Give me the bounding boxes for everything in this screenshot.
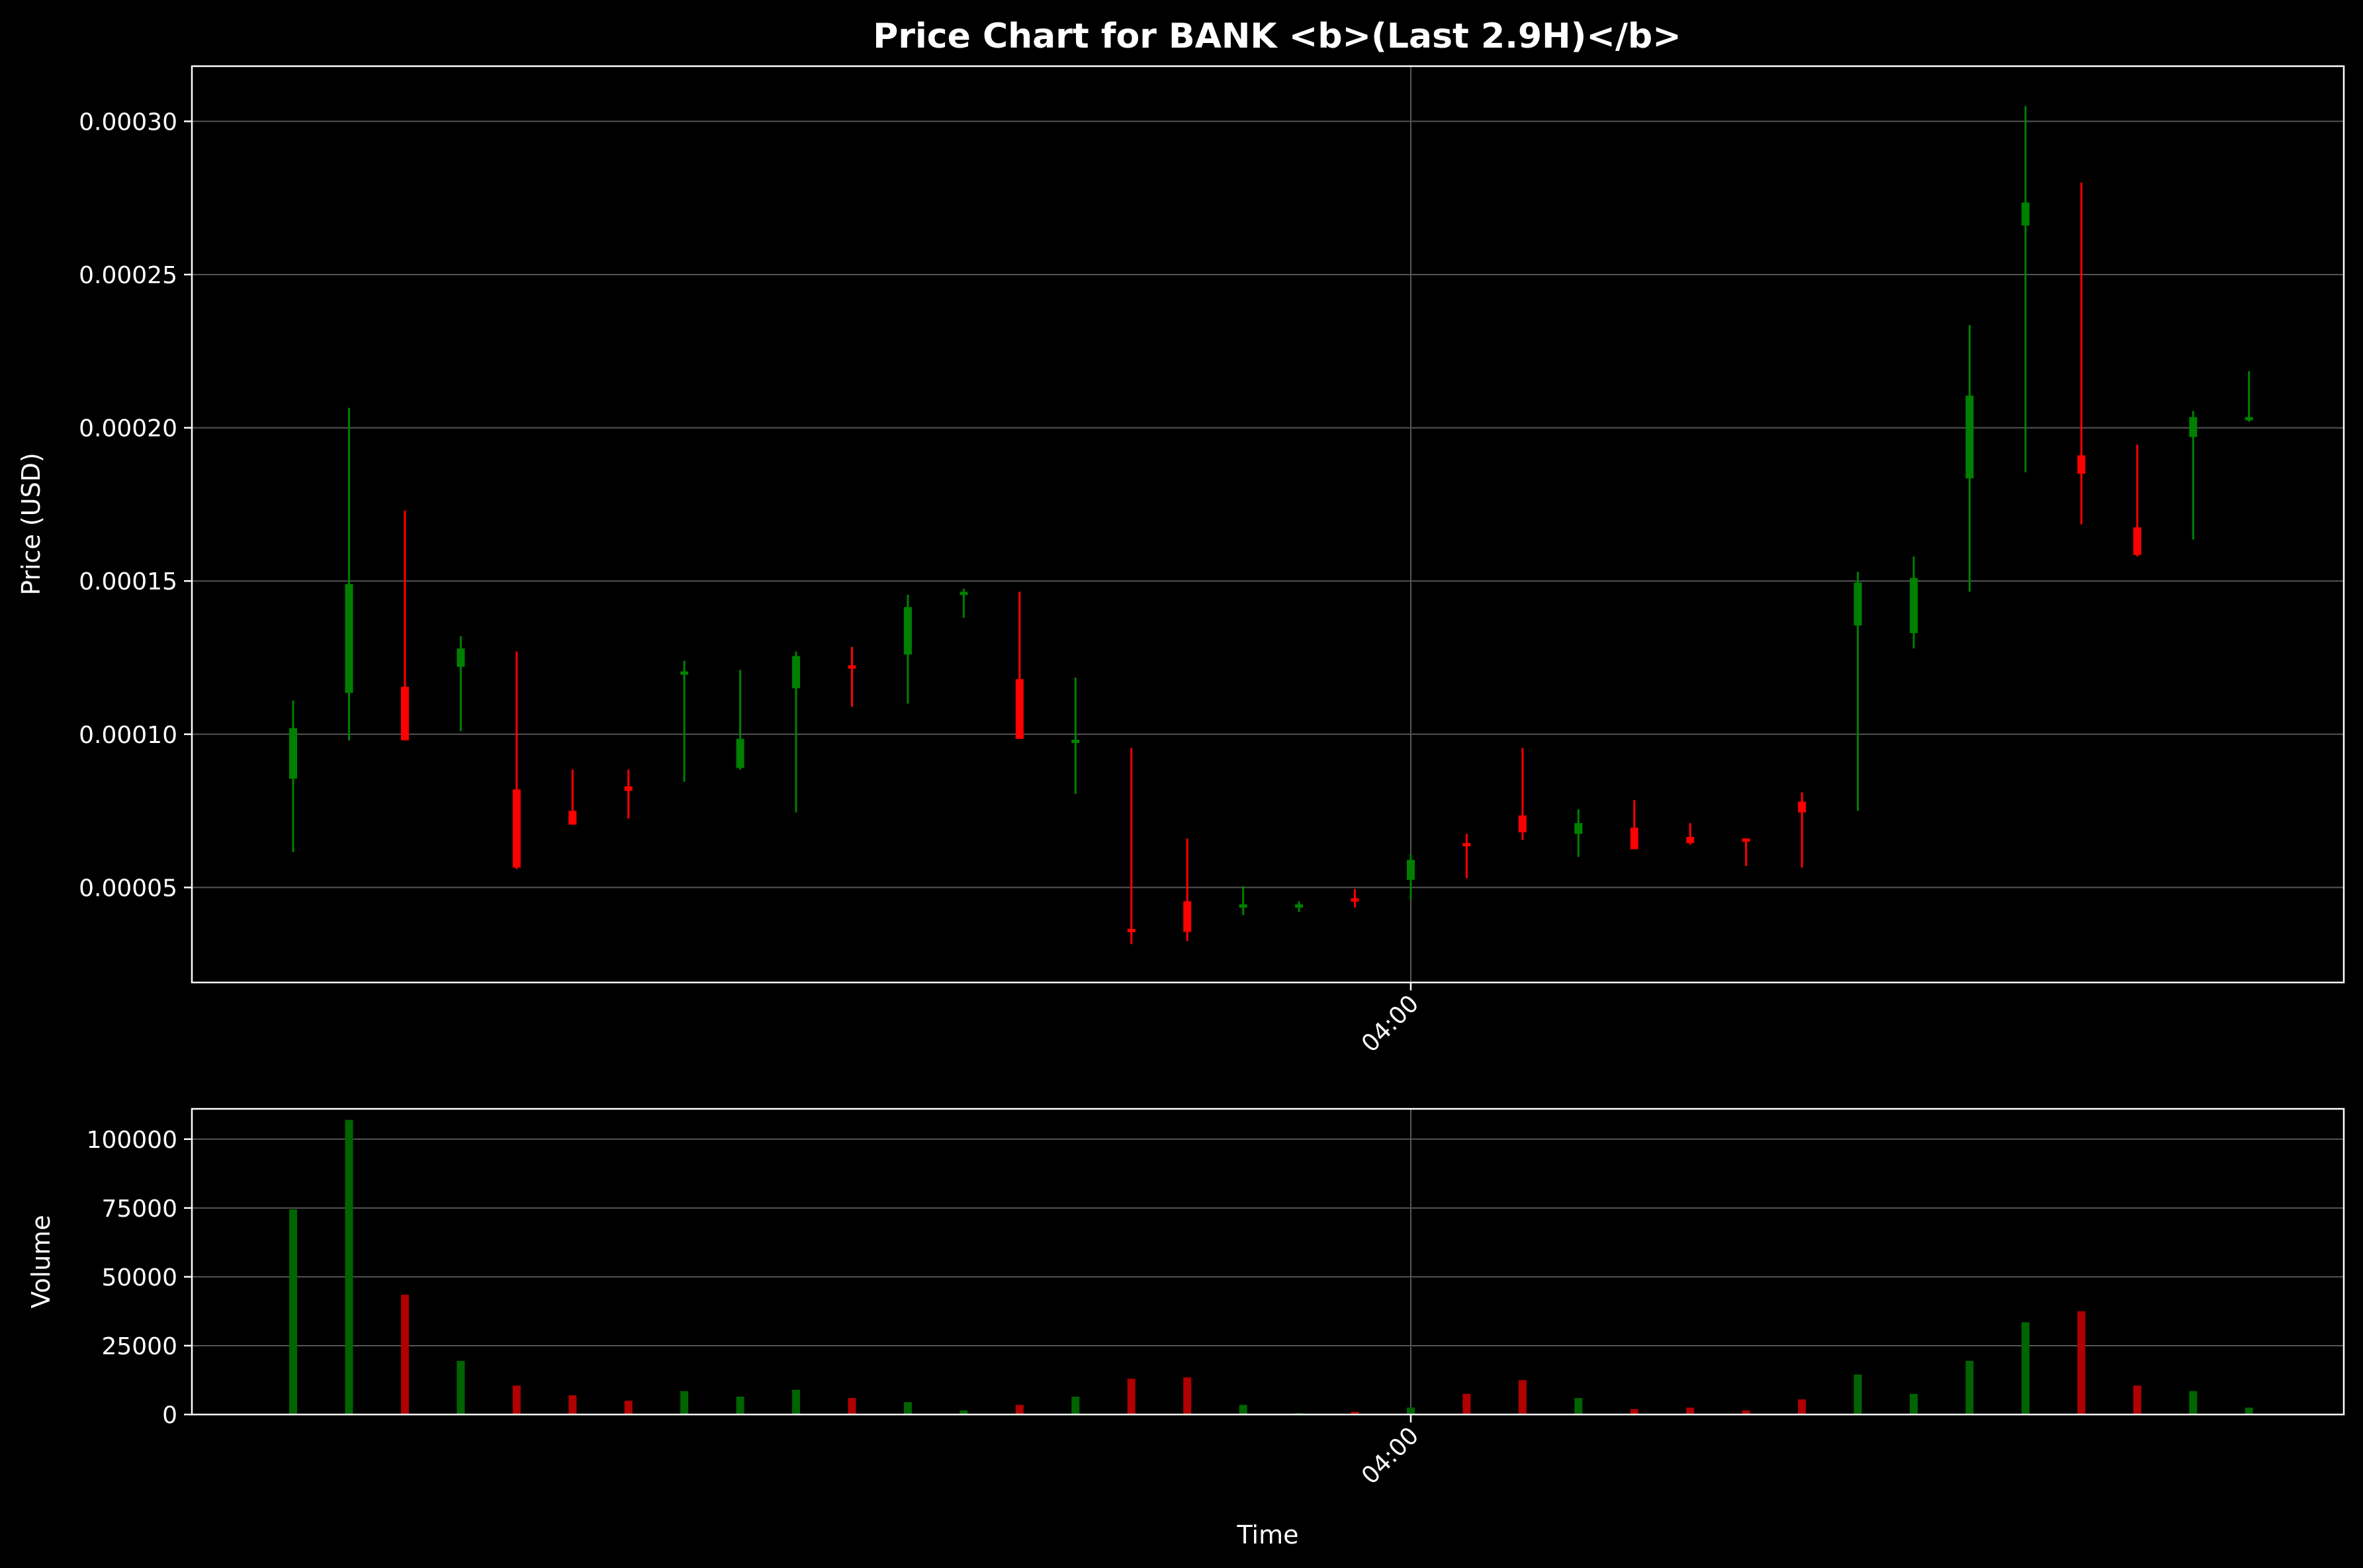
candle-body (1630, 828, 1638, 849)
candle-body (1015, 679, 1024, 739)
volume-y-tick-label: 50000 (101, 1264, 177, 1291)
candle-body (2077, 455, 2086, 474)
volume-bar (1574, 1398, 1583, 1415)
volume-bar (1127, 1378, 1136, 1415)
price-y-tick-label: 0.00020 (79, 415, 177, 443)
volume-bar (1015, 1405, 1024, 1415)
candle-body (1183, 901, 1192, 932)
price-y-tick-label: 0.00005 (79, 875, 177, 902)
price-y-axis-label: Price (USD) (17, 453, 46, 595)
volume-bar (1798, 1399, 1806, 1415)
candle-body (1574, 823, 1583, 834)
candle-body (289, 728, 297, 779)
volume-bar (1965, 1360, 1974, 1415)
candle-body (1462, 843, 1471, 847)
volume-y-tick-label: 100000 (87, 1127, 177, 1154)
volume-bar (1462, 1393, 1471, 1415)
price-panel: 0.00005 0.00010 0.00015 0.00020 0.00025 0.000… (17, 65, 2345, 1058)
volume-bar (624, 1401, 633, 1415)
candle-body (568, 810, 577, 825)
price-plot-frame (191, 65, 2345, 984)
price-y-tick-label: 0.00015 (79, 568, 177, 595)
candle-body (1071, 740, 1080, 744)
volume-grid (192, 1109, 2344, 1415)
volume-bar (400, 1294, 409, 1415)
volume-bar (568, 1395, 577, 1415)
candle-body (1518, 815, 1527, 833)
candle-body (1798, 801, 1806, 812)
volume-bar (903, 1402, 912, 1415)
volume-bar (1518, 1379, 1527, 1415)
candle-body (345, 584, 353, 693)
candle-body (400, 687, 409, 741)
volume-y-ticks: 0 25000 50000 75000 100000 (87, 1127, 192, 1429)
price-y-tick-label: 0.00030 (79, 109, 177, 136)
candle-body (2245, 417, 2253, 421)
volume-bar (1239, 1405, 1247, 1415)
candle-body (1742, 838, 1750, 842)
volume-bar (512, 1385, 521, 1415)
volume-bars (289, 1119, 2253, 1415)
candle-body (1910, 578, 1918, 633)
candle-body (512, 789, 521, 868)
candle-body (1351, 898, 1359, 902)
volume-bar (2189, 1391, 2198, 1415)
volume-bar (1910, 1393, 1918, 1415)
candle-body (1965, 395, 1974, 479)
volume-y-axis-label: Volume (26, 1215, 56, 1308)
candle-body (680, 671, 689, 675)
volume-plot-frame (191, 1108, 2345, 1416)
volume-bar (1686, 1407, 1695, 1415)
volume-bar (1630, 1409, 1638, 1415)
chart-title: Price Chart for BANK <b>(Last 2.9H)</b> (873, 17, 1681, 56)
candle-body (848, 665, 856, 669)
price-y-ticks: 0.00005 0.00010 0.00015 0.00020 0.00025 0.000… (79, 109, 192, 902)
candle-body (1239, 904, 1247, 908)
candle-body (2189, 417, 2198, 437)
candle-body (1407, 859, 1415, 880)
volume-bar (345, 1119, 353, 1415)
volume-bar (1853, 1374, 1862, 1415)
volume-bar (2077, 1311, 2086, 1415)
volume-y-tick-label: 75000 (101, 1196, 177, 1223)
price-candles (289, 106, 2253, 945)
price-grid (192, 66, 2344, 982)
candle-body (903, 607, 912, 655)
candle-body (2021, 202, 2029, 226)
candle-body (736, 738, 744, 768)
volume-y-tick-label: 25000 (101, 1333, 177, 1360)
volume-bar (959, 1410, 968, 1415)
price-y-tick-label: 0.00025 (79, 262, 177, 289)
candle-body (792, 656, 801, 689)
volume-bar (457, 1360, 465, 1415)
volume-bar (1071, 1396, 1080, 1415)
volume-bar (289, 1209, 297, 1415)
volume-bar (1183, 1377, 1192, 1415)
x-axis-label: Time (1237, 1520, 1299, 1549)
volume-bar (792, 1389, 801, 1415)
candle-body (1127, 928, 1136, 932)
candle-body (1853, 582, 1862, 626)
volume-bar (1351, 1411, 1359, 1415)
volume-bar (2021, 1322, 2029, 1415)
volume-bar (680, 1391, 689, 1415)
volume-y-tick-label: 0 (162, 1402, 177, 1429)
candle-body (457, 648, 465, 667)
volume-bar (2133, 1385, 2141, 1415)
volume-bar (848, 1398, 856, 1415)
candle-body (624, 786, 633, 791)
volume-bar (2245, 1407, 2253, 1415)
price-y-tick-label: 0.00010 (79, 722, 177, 749)
candle-body (1686, 836, 1695, 844)
candle-body (2133, 527, 2141, 555)
volume-bar (736, 1396, 744, 1415)
volume-bar (1407, 1407, 1415, 1415)
candle-body (1295, 904, 1304, 908)
candle-body (959, 591, 968, 595)
volume-bar (1742, 1410, 1750, 1415)
